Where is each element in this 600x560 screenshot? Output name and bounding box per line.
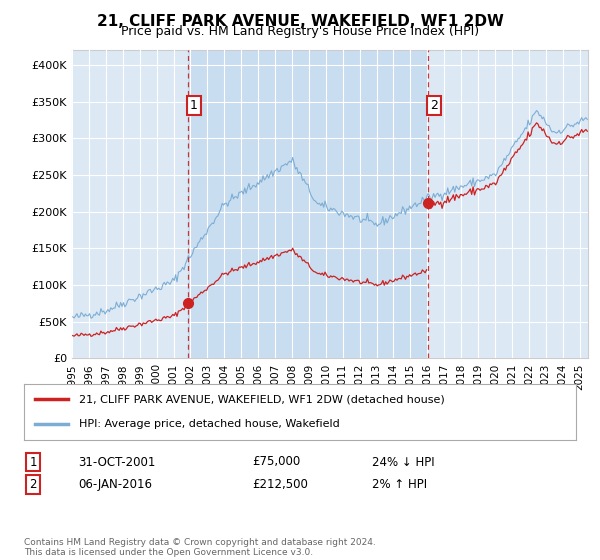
Text: 24% ↓ HPI: 24% ↓ HPI xyxy=(372,455,434,469)
Text: £212,500: £212,500 xyxy=(252,478,308,491)
Text: 21, CLIFF PARK AVENUE, WAKEFIELD, WF1 2DW: 21, CLIFF PARK AVENUE, WAKEFIELD, WF1 2D… xyxy=(97,14,503,29)
Text: 2: 2 xyxy=(430,99,438,112)
Text: HPI: Average price, detached house, Wakefield: HPI: Average price, detached house, Wake… xyxy=(79,419,340,429)
Text: 1: 1 xyxy=(29,455,37,469)
Text: 31-OCT-2001: 31-OCT-2001 xyxy=(78,455,155,469)
Text: 21, CLIFF PARK AVENUE, WAKEFIELD, WF1 2DW (detached house): 21, CLIFF PARK AVENUE, WAKEFIELD, WF1 2D… xyxy=(79,394,445,404)
Text: Price paid vs. HM Land Registry's House Price Index (HPI): Price paid vs. HM Land Registry's House … xyxy=(121,25,479,38)
Text: 06-JAN-2016: 06-JAN-2016 xyxy=(78,478,152,491)
Text: 2: 2 xyxy=(29,478,37,491)
Text: Contains HM Land Registry data © Crown copyright and database right 2024.
This d: Contains HM Land Registry data © Crown c… xyxy=(24,538,376,557)
Text: 2% ↑ HPI: 2% ↑ HPI xyxy=(372,478,427,491)
Bar xyxy=(188,50,428,358)
Text: 1: 1 xyxy=(190,99,198,112)
Text: £75,000: £75,000 xyxy=(252,455,300,469)
